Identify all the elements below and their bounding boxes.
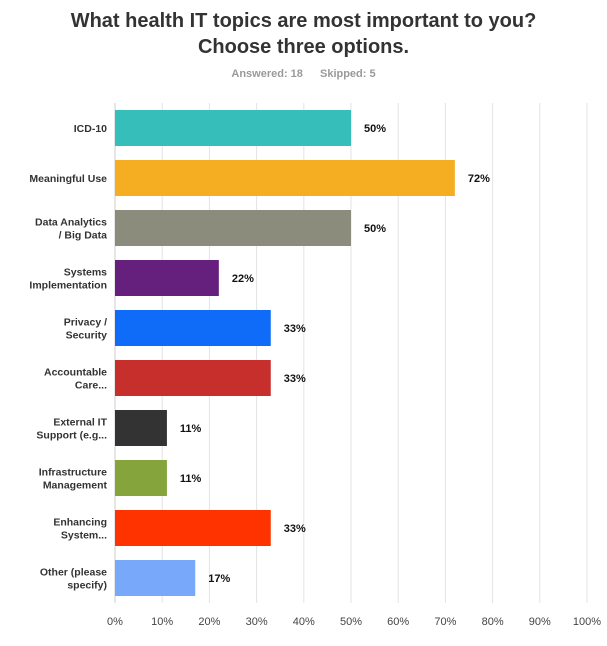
skipped-count: Skipped: 5 — [319, 68, 376, 80]
bar-value-label: 17% — [208, 573, 230, 585]
chart-title: What health IT topics are most important… — [70, 10, 537, 58]
x-tick-label: 70% — [434, 616, 456, 628]
bar-value-label: 33% — [284, 323, 306, 335]
answered-count: Answered: 18 — [231, 68, 303, 80]
bar-value-label: 72% — [468, 173, 490, 185]
x-tick-label: 40% — [293, 616, 315, 628]
bar-value-label: 50% — [364, 223, 386, 235]
category-label: Privacy / Security — [64, 317, 107, 342]
bar — [115, 210, 351, 246]
x-tick-label: 50% — [340, 616, 362, 628]
bars — [115, 110, 455, 596]
category-labels: ICD-10 Meaningful Use Data Analytics / Big … — [29, 123, 107, 592]
x-tick-label: 0% — [107, 616, 123, 628]
category-label: Data Analytics / Big Data — [35, 217, 107, 242]
bar-value-label: 33% — [284, 373, 306, 385]
bar — [115, 460, 167, 496]
bar-value-label: 33% — [284, 523, 306, 535]
bar — [115, 110, 351, 146]
x-tick-label: 20% — [198, 616, 220, 628]
x-tick-label: 60% — [387, 616, 409, 628]
bar-value-label: 50% — [364, 123, 386, 135]
x-tick-label: 80% — [482, 616, 504, 628]
category-label: ICD-10 — [74, 123, 107, 135]
bar-value-label: 11% — [180, 473, 202, 485]
bar — [115, 510, 271, 546]
bar-value-label: 22% — [232, 273, 254, 285]
bar — [115, 360, 271, 396]
x-tick-label: 100% — [573, 616, 601, 628]
x-tick-label: 10% — [151, 616, 173, 628]
bar — [115, 310, 271, 346]
response-stats: Answered: 18 Skipped: 5 — [0, 68, 607, 80]
x-tick-label: 90% — [529, 616, 551, 628]
bar — [115, 260, 219, 296]
category-label: Accountable Care... — [44, 367, 107, 392]
bar — [115, 560, 196, 596]
category-label: Enhancing System... — [53, 517, 107, 542]
bar — [115, 410, 167, 446]
category-label: Meaningful Use — [29, 173, 107, 185]
x-axis-ticks: 0% 10% 20% 30% 40% 50% 60% 70% 80% 90% 100% — [107, 616, 601, 628]
x-tick-label: 30% — [246, 616, 268, 628]
category-label: External IT Support (e.g... — [36, 417, 107, 442]
value-labels: 50% 72% 50% 22% 33% 33% 11% 11% 33% 17% — [180, 123, 490, 585]
category-label: Other (please specify) — [40, 567, 107, 592]
category-label: Infrastructure Management — [39, 467, 108, 492]
bar — [115, 160, 455, 196]
bar-value-label: 11% — [180, 423, 202, 435]
category-label: Systems Implementation — [29, 267, 107, 292]
